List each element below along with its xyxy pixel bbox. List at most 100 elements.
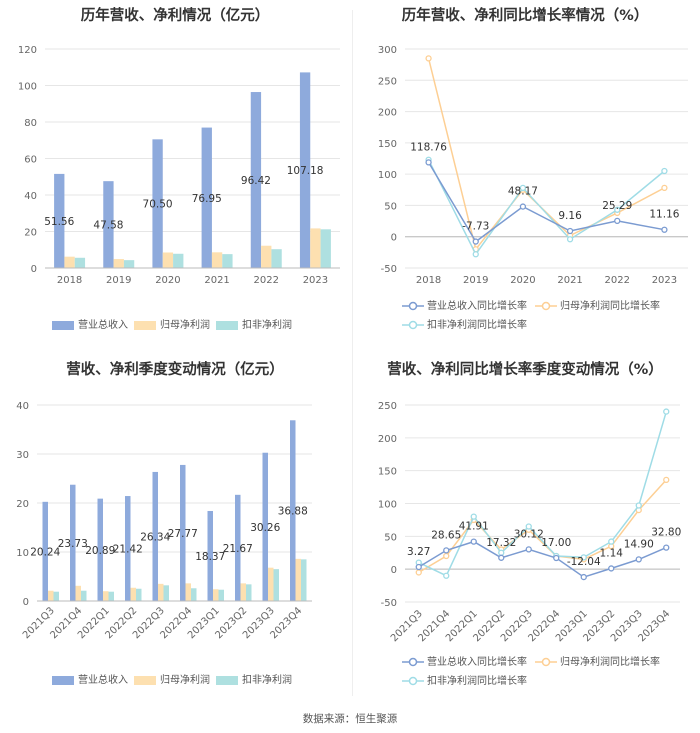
legend-item-deducted-profit-growth[interactable]: 扣非净利润同比增长率 [402,316,527,331]
legend-item-revenue[interactable]: 营业总收入 [52,316,128,331]
y-tick-label: 0 [391,233,397,244]
legend-line-symbol [535,301,557,311]
bar-revenue [54,173,65,268]
bar-data-label: 21.67 [223,543,253,555]
bar-net-profit [240,583,246,601]
legend-swatch-net-profit [134,675,156,685]
legend-swatch-deducted-profit [216,675,238,685]
y-tick-label: 80 [24,118,37,129]
legend-item-net-profit-growth[interactable]: 归母净利润同比增长率 [535,653,660,668]
bar-net-profit [75,585,81,601]
bar-data-label: 30.26 [250,522,280,534]
bar-revenue [262,452,268,601]
line-data-label: 25.29 [602,200,632,212]
bar-data-label: 107.18 [287,165,324,177]
series-point [580,554,587,561]
bar-deducted-profit [74,257,86,268]
line-data-label: -7.73 [462,221,489,233]
x-tick-label: 2020 [510,275,535,286]
series-point [415,569,422,576]
bar-deducted-profit [320,229,331,268]
bar-net-profit [64,256,75,268]
bar-data-label: 18.37 [195,551,225,563]
bar-data-label: 27.77 [168,528,198,540]
bar-deducted-profit [222,254,233,268]
y-tick-label: 120 [18,45,37,56]
legend-swatch-revenue [52,320,74,330]
series-point [425,55,432,62]
line-data-label: 118.76 [410,141,447,153]
panel-divider [352,10,353,696]
legend-item-deducted-profit-growth[interactable]: 扣非净利润同比增长率 [402,672,527,687]
series-point [553,554,560,562]
series-point [635,556,642,563]
line-data-label: 1.14 [600,547,624,559]
bar-deducted-profit [246,584,252,601]
bar-deducted-profit [273,569,279,601]
bar-net-profit [48,590,54,601]
legend-label: 扣非净利润同比增长率 [427,320,527,331]
bar-revenue [207,510,213,601]
bar-net-profit [211,252,223,268]
bar-net-profit [113,259,124,268]
bar-net-profit [158,583,164,601]
legend-swatch-deducted-profit [216,320,238,330]
bar-net-profit [310,228,321,268]
legend-item-revenue[interactable]: 营业总收入 [52,671,128,686]
y-tick-label: 200 [378,434,397,445]
series-point [498,554,505,561]
line-data-label: 28.65 [431,529,461,541]
line-data-label: 17.00 [541,537,571,549]
bar-net-profit [213,589,219,601]
legend-item-revenue-growth[interactable]: 营业总收入同比增长率 [402,653,527,668]
legend-swatch-revenue [52,675,74,685]
x-tick-label: 2021 [204,275,229,286]
bar-deducted-profit [191,588,197,601]
bar-data-label: 47.58 [93,220,123,232]
legend-label: 营业总收入 [78,675,128,686]
legend-item-net-profit[interactable]: 归母净利润 [134,671,210,686]
x-tick-label: 2018 [416,275,441,286]
bar-net-profit [295,558,301,601]
y-tick-label: 0 [31,264,37,275]
bar-net-profit [130,587,136,601]
series-point [661,167,668,175]
series-point [519,184,527,192]
bar-revenue [180,464,186,601]
bar-revenue [152,139,163,268]
bar-net-profit [261,245,272,268]
y-tick-label: 30 [16,450,29,461]
legend-label: 营业总收入同比增长率 [427,301,527,312]
legend-item-net-profit[interactable]: 归母净利润 [134,316,210,331]
series-point [470,513,477,520]
y-tick-label: 100 [378,500,397,511]
bar-revenue [250,92,262,268]
x-tick-label: 2020 [155,275,180,286]
legend-item-deducted-profit[interactable]: 扣非净利润 [216,316,292,331]
bar-data-label: 20.24 [30,546,60,558]
legend-item-net-profit-growth[interactable]: 归母净利润同比增长率 [535,297,660,312]
legend-label: 扣非净利润 [242,320,292,331]
series-point [472,251,479,258]
legend-line-symbol [535,657,557,667]
legend-label: 营业总收入 [78,320,128,331]
legend-item-deducted-profit[interactable]: 扣非净利润 [216,671,292,686]
bar-data-label: 36.88 [278,506,308,518]
y-tick-label: 250 [378,401,397,412]
legend-label: 归母净利润同比增长率 [560,301,660,312]
y-tick-label: 40 [24,191,37,202]
bar-deducted-profit [108,591,114,601]
bar-revenue [97,498,103,601]
bar-revenue [103,181,114,268]
line-data-label: 11.16 [649,209,679,221]
series-point [443,552,450,560]
series-point [566,236,574,243]
bar-revenue [70,484,76,601]
series-point [663,476,670,484]
legend-item-revenue-growth[interactable]: 营业总收入同比增长率 [402,297,527,312]
y-tick-label: 50 [384,532,397,543]
bar-deducted-profit [123,260,135,268]
legend-line-symbol [402,301,424,311]
bar-net-profit [268,567,274,601]
